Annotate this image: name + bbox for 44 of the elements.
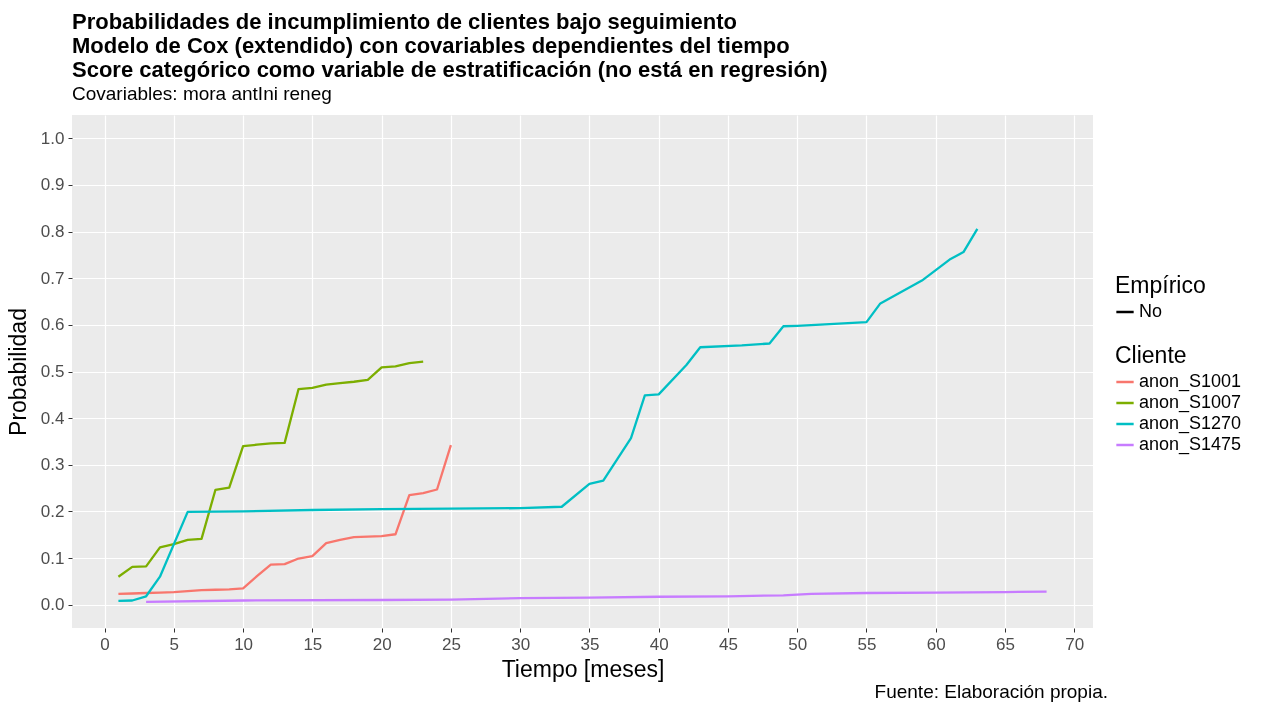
y-tick-label: 0.9 <box>40 175 65 195</box>
y-tick-label: 0.8 <box>40 222 65 242</box>
text: Score categórico como variable de estratificación (no está en regresión) <box>72 57 828 82</box>
chart-subtitle: Covariables: mora antIni reneg <box>72 83 332 104</box>
x-tick-label: 5 <box>169 634 180 654</box>
x-tick-label: 65 <box>996 634 1015 654</box>
line-series <box>117 444 453 596</box>
line-series <box>117 360 425 578</box>
x-tick-label: 40 <box>649 634 669 654</box>
x-tick-label: 70 <box>1065 634 1085 654</box>
y-tick-label: 0.0 <box>40 595 65 615</box>
x-tick-label: 30 <box>511 634 531 654</box>
x-tick-label: 15 <box>303 634 323 654</box>
x-tick-label: 0 <box>100 634 110 654</box>
y-tick-label: 0.7 <box>40 268 65 288</box>
x-tick-label: 60 <box>926 634 946 654</box>
text: Modelo de Cox (extendido) con covariables dependientes del tiempo <box>72 33 790 58</box>
text: Probabilidades de incumplimiento de clientes bajo seguimiento <box>72 9 738 34</box>
y-axis-title: Probabilidad <box>4 308 31 436</box>
x-axis-title: Tiempo [meses] <box>501 655 665 682</box>
x-tick-label: 55 <box>857 634 877 654</box>
y-tick-label: 0.5 <box>40 362 65 381</box>
text: Empírico <box>1115 272 1206 298</box>
y-tick-label: 0.4 <box>40 408 65 428</box>
x-tick-label: 25 <box>441 634 461 654</box>
y-tick-label: 0.2 <box>40 501 65 521</box>
y-tick-label: 0.6 <box>40 315 65 335</box>
legend-label: anon_S1001 <box>1139 371 1242 392</box>
line-series <box>117 227 979 603</box>
x-tick-label: 50 <box>788 634 808 654</box>
source-note: Fuente: Elaboración propia. <box>874 681 1108 702</box>
legend-label: anon_S1270 <box>1139 413 1242 434</box>
x-tick-label: 45 <box>719 634 738 654</box>
line-series <box>144 590 1048 604</box>
y-tick-label: 0.1 <box>40 548 65 568</box>
y-tick-label: 1.0 <box>40 128 65 148</box>
x-tick-label: 20 <box>372 634 392 654</box>
legend-label: anon_S1007 <box>1139 392 1242 413</box>
x-tick-label: 10 <box>234 634 254 654</box>
y-tick-label: 0.3 <box>40 455 65 475</box>
legend-label: anon_S1475 <box>1139 434 1242 455</box>
x-tick-label: 35 <box>580 634 600 654</box>
legend-title: Cliente <box>1115 342 1187 368</box>
text: No <box>1139 301 1163 321</box>
